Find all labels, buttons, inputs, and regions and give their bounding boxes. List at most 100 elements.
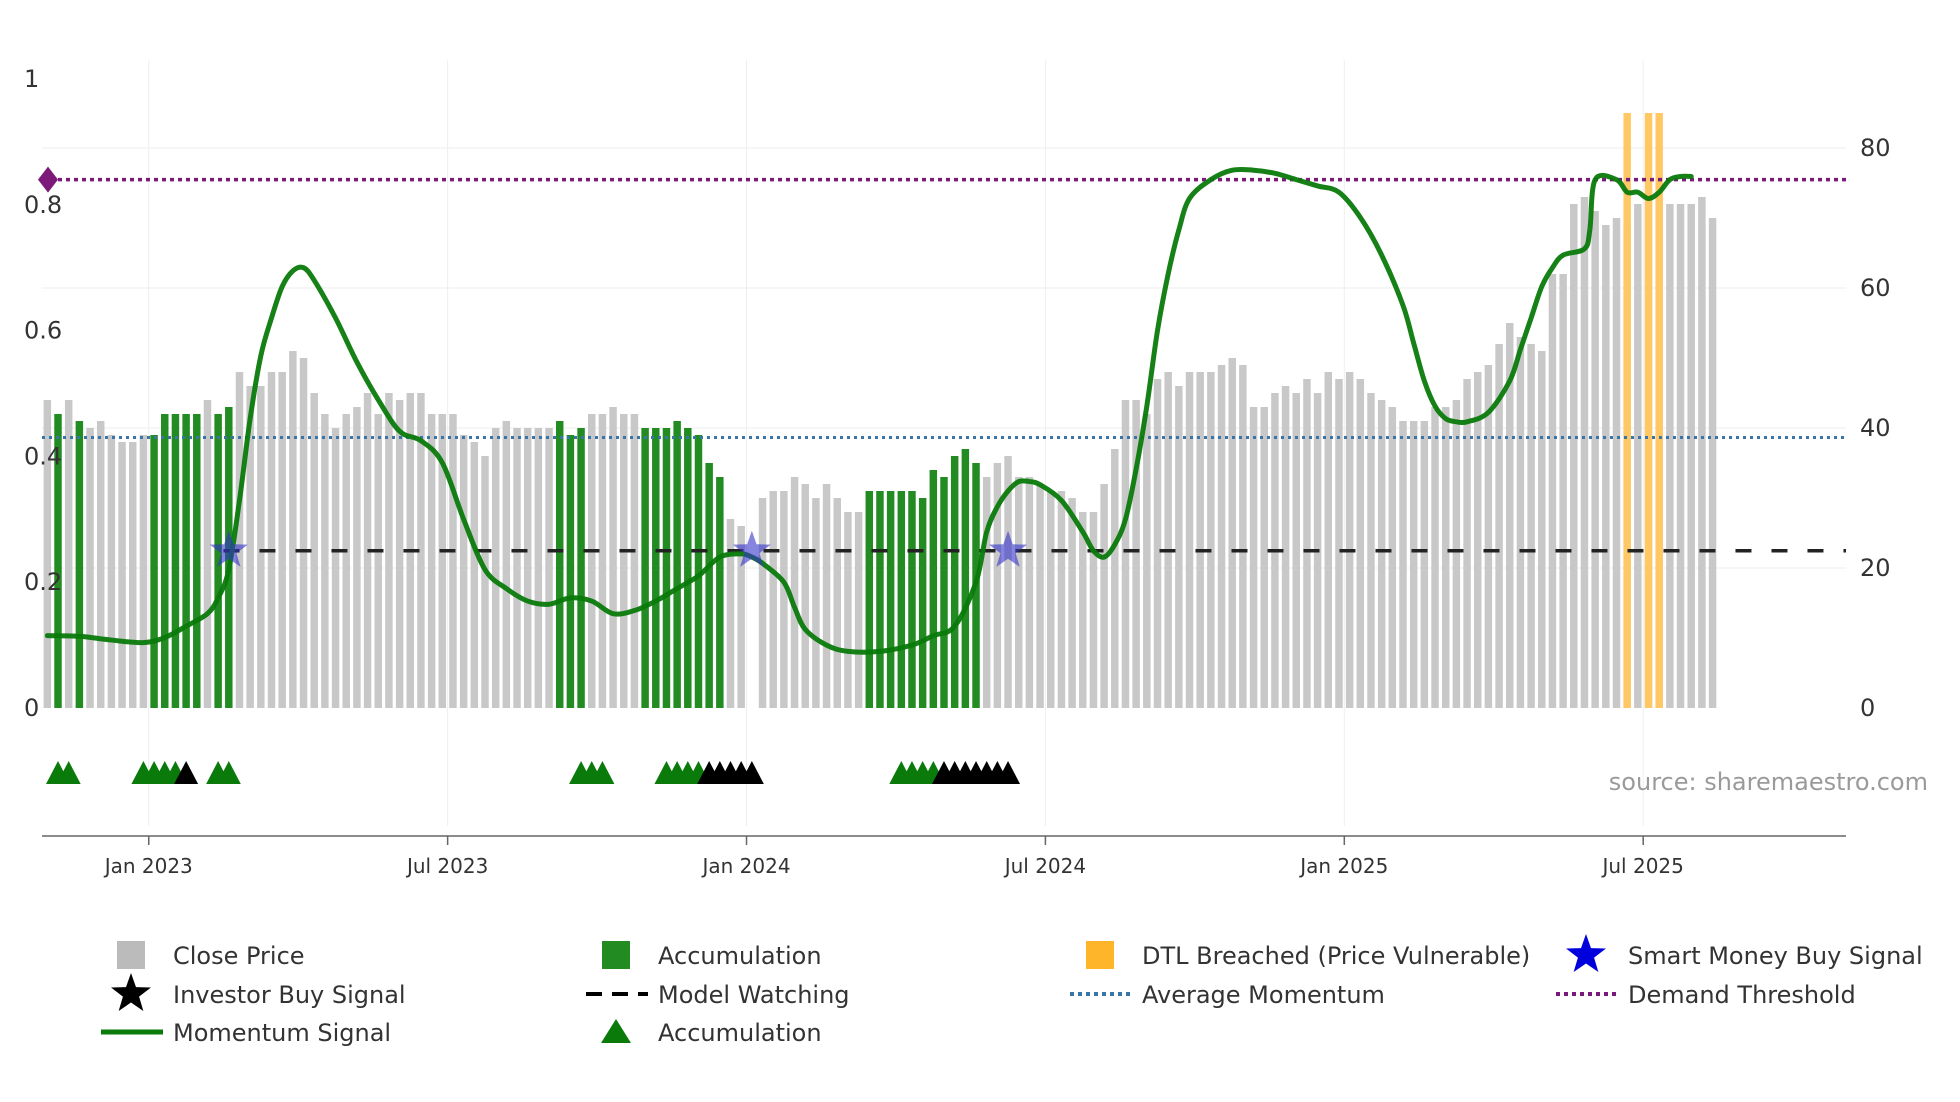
close-price-bar <box>267 372 276 708</box>
close-price-bar <box>513 428 521 708</box>
close-price-bar <box>1527 344 1535 708</box>
close-price-bar <box>1388 407 1397 708</box>
close-price-bar <box>1377 400 1386 708</box>
x-tick-label: Jul 2025 <box>1600 854 1683 878</box>
legend-item: Accumulation <box>601 1019 822 1047</box>
legend-label: Demand Threshold <box>1628 981 1856 1009</box>
left-tick-label: 0.8 <box>24 191 62 219</box>
legend-label: Model Watching <box>658 981 850 1009</box>
accumulation-triangle <box>590 761 615 784</box>
close-price-bar <box>1612 218 1621 708</box>
smart-money-buy-star <box>732 530 771 567</box>
close-price-bar <box>790 477 799 708</box>
accumulation-bar <box>182 414 190 708</box>
close-price-bar <box>1399 421 1407 708</box>
accumulation-bar <box>950 456 959 708</box>
close-price-bar <box>139 435 148 708</box>
x-tick-label: Jan 2024 <box>700 854 790 878</box>
close-price-bar <box>1057 491 1066 708</box>
x-tick-label: Jan 2025 <box>1298 854 1388 878</box>
close-price-bar <box>1014 477 1023 708</box>
close-price-bar <box>449 414 457 708</box>
close-price-bar <box>1495 344 1503 708</box>
close-price-bar <box>289 351 297 708</box>
legend-item: Investor Buy Signal <box>111 973 406 1011</box>
close-price-bar <box>1473 372 1482 708</box>
source-label: source: sharemaestro.com <box>1609 768 1928 796</box>
right-tick-label: 20 <box>1860 554 1891 582</box>
accumulation-bar <box>865 491 874 708</box>
accumulation-triangle <box>216 761 241 784</box>
close-price-bar <box>395 400 404 708</box>
legend-star-icon <box>1566 934 1606 972</box>
legend-label: DTL Breached (Price Vulnerable) <box>1142 942 1530 970</box>
close-price-bar <box>1580 197 1589 708</box>
right-tick-label: 40 <box>1860 414 1891 442</box>
accumulation-bar <box>555 421 564 708</box>
close-price-bar <box>1463 379 1471 708</box>
left-tick-label: 0.6 <box>24 317 62 345</box>
momentum-signal-line <box>44 166 1694 655</box>
dtl-breached-bar <box>1644 113 1653 708</box>
close-price-bar <box>1292 393 1300 708</box>
accumulation-bar <box>876 491 884 708</box>
close-price-bar <box>1100 484 1108 708</box>
demand-threshold-marker <box>38 166 58 193</box>
close-price-bar <box>1506 323 1514 708</box>
legend-item: Model Watching <box>586 981 850 1009</box>
x-tick-label: Jan 2023 <box>103 854 193 878</box>
close-price-bar <box>534 428 543 708</box>
close-price-bar <box>1666 204 1674 708</box>
close-price-bar <box>726 519 735 708</box>
smart-money-buy-star <box>989 530 1028 567</box>
accumulation-bar <box>566 435 575 708</box>
legend-label: Accumulation <box>658 942 822 970</box>
close-price-bar <box>1698 197 1706 708</box>
close-price-bar <box>1239 365 1247 708</box>
accumulation-bar <box>908 491 916 708</box>
close-price-bar <box>1548 274 1557 708</box>
close-price-bar <box>1687 204 1695 708</box>
close-price-bar <box>438 414 447 708</box>
close-price-bar <box>1409 421 1418 708</box>
legend-swatch <box>1086 941 1114 969</box>
accumulation-bar <box>694 435 703 708</box>
accumulation-bar <box>214 414 222 708</box>
close-price-bar <box>1634 204 1642 708</box>
accumulation-bar <box>716 477 724 708</box>
legend: Close Price Accumulation DTL Breached (Pri… <box>101 934 1923 1047</box>
close-price-bar <box>459 435 468 708</box>
close-price-bar <box>1570 204 1578 708</box>
close-price-bar <box>769 491 777 708</box>
accumulation-bar <box>897 491 906 708</box>
close-price-bar <box>1079 512 1087 708</box>
close-price-bar <box>118 442 126 708</box>
close-price-bar <box>1004 456 1012 708</box>
legend-star-icon <box>111 973 151 1011</box>
legend-label: Average Momentum <box>1142 981 1385 1009</box>
close-price-bar <box>107 435 116 708</box>
legend-label: Investor Buy Signal <box>173 981 406 1009</box>
close-price-bar <box>1591 211 1599 708</box>
close-price-bar <box>588 414 596 708</box>
close-price-bar <box>481 456 489 708</box>
close-price-bar <box>1036 484 1044 708</box>
close-price-bar <box>321 414 329 708</box>
close-price-bar <box>1420 421 1429 708</box>
close-price-bar <box>203 400 212 708</box>
close-price-bar <box>801 484 809 708</box>
close-price-bar <box>417 393 425 708</box>
close-price-bar <box>1345 372 1354 708</box>
close-price-bar <box>1185 372 1194 708</box>
close-price-bar <box>128 442 137 708</box>
legend-item: Average Momentum <box>1070 981 1385 1009</box>
legend-item: Momentum Signal <box>101 1019 391 1047</box>
close-price-bar <box>1217 365 1226 708</box>
bars <box>43 113 1717 708</box>
legend-label: Close Price <box>173 942 305 970</box>
close-price-bar <box>1068 498 1076 708</box>
dtl-breached-bar <box>1623 113 1631 708</box>
x-tick-label: Jul 2023 <box>405 854 488 878</box>
close-price-bar <box>1196 372 1204 708</box>
